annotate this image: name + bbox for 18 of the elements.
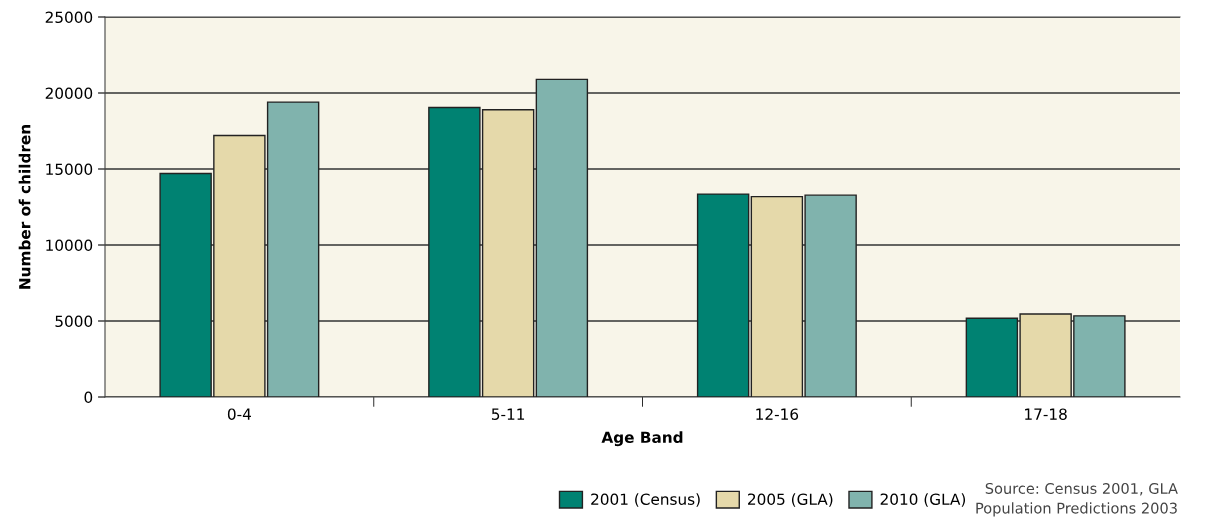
legend-label: 2001 (Census) xyxy=(591,493,700,507)
y-tick-label: 15000 xyxy=(46,163,93,176)
x-axis-title: Age Band xyxy=(601,431,683,447)
source-note: Source: Census 2001, GLA Population Predictions 2003 xyxy=(976,482,1178,517)
bar xyxy=(696,193,750,397)
y-tick-label: 25000 xyxy=(45,11,93,24)
bar xyxy=(535,78,589,397)
x-tick-label: 5-11 xyxy=(491,408,525,420)
legend-label: 2005 (GLA) xyxy=(748,493,833,507)
y-tick-label: 20000 xyxy=(45,87,93,100)
x-tick-label: 17-18 xyxy=(1025,408,1067,420)
x-tick-label: 12-16 xyxy=(756,408,799,420)
y-tick-label: 5000 xyxy=(55,315,93,328)
y-axis-title: Number of children xyxy=(18,125,31,289)
y-tick-label: 10000 xyxy=(46,239,93,252)
legend-label: 2010 (GLA) xyxy=(880,493,966,507)
y-tick-label: 0 xyxy=(84,391,93,404)
x-tick-label: 0-4 xyxy=(227,408,251,420)
